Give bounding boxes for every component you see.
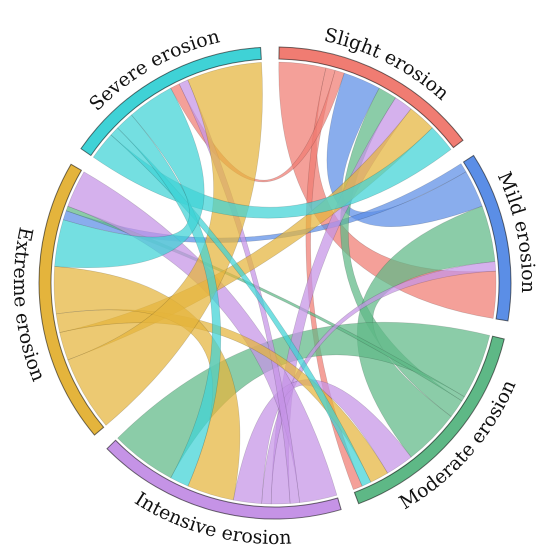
ribbon-moderate-to-slight bbox=[340, 87, 463, 417]
ribbon-extreme-to-severe bbox=[67, 62, 263, 426]
group-arc-extreme bbox=[38, 163, 105, 436]
group-arc-layer bbox=[38, 46, 512, 520]
ribbon-intensive-to-mild bbox=[261, 261, 496, 505]
group-arc-slight bbox=[278, 46, 464, 149]
ribbon-severe-to-extreme bbox=[54, 87, 205, 268]
group-arc-severe bbox=[80, 46, 262, 157]
ribbon-layer bbox=[53, 61, 497, 505]
ribbon-moderate-to-mild bbox=[356, 205, 496, 458]
ribbon-severe-to-intensive bbox=[117, 114, 222, 487]
group-arc-mild bbox=[462, 154, 512, 322]
group-arc-moderate bbox=[353, 335, 505, 505]
group-arc-intensive bbox=[106, 439, 342, 520]
ribbon-intensive-to-severe bbox=[178, 79, 300, 504]
ribbon-mild-to-slight bbox=[326, 72, 483, 228]
